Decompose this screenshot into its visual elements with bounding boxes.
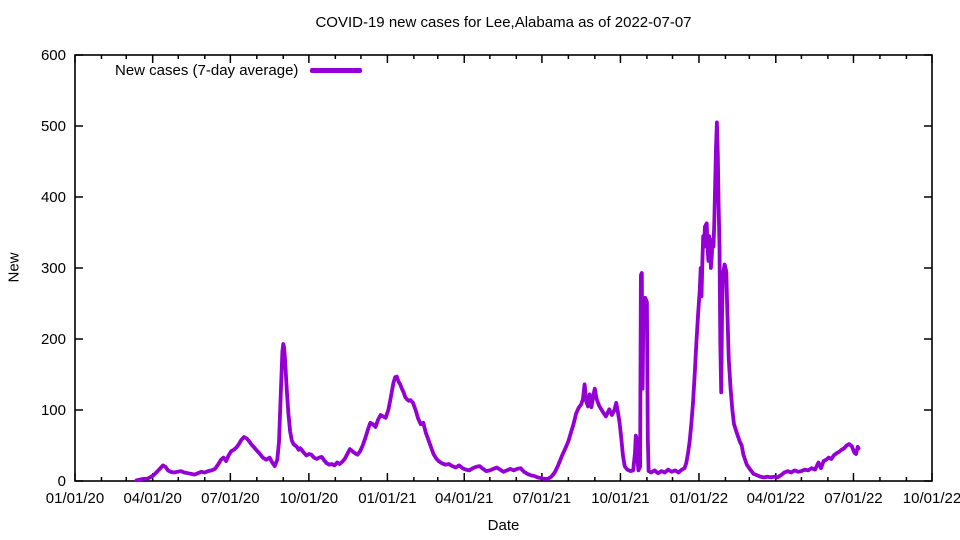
x-tick-label: 01/01/22 (670, 490, 728, 507)
x-tick-label: 10/01/22 (903, 490, 960, 507)
x-tick-label: 04/01/22 (747, 490, 805, 507)
x-tick-label: 07/01/21 (513, 490, 571, 507)
x-tick-label: 04/01/20 (123, 490, 181, 507)
x-tick-label: 07/01/20 (201, 490, 259, 507)
legend-label: New cases (7-day average) (115, 62, 299, 79)
x-tick-label: 10/01/20 (280, 490, 338, 507)
chart-title: COVID-19 new cases for Lee,Alabama as of… (315, 14, 692, 31)
x-tick-label: 07/01/22 (824, 490, 882, 507)
y-tick-label: 100 (41, 402, 66, 419)
y-tick-label: 600 (41, 47, 66, 64)
y-tick-label: 0 (58, 473, 66, 490)
x-tick-label: 04/01/21 (435, 490, 493, 507)
series-line (134, 120, 861, 483)
plot-border (74, 54, 933, 482)
y-tick-label: 300 (41, 260, 66, 277)
y-tick-label: 200 (41, 331, 66, 348)
x-tick-label: 10/01/21 (591, 490, 649, 507)
x-tick-label: 01/01/20 (46, 490, 104, 507)
y-tick-label: 400 (41, 189, 66, 206)
y-tick-label: 500 (41, 118, 66, 135)
x-tick-label: 01/01/21 (358, 490, 416, 507)
x-axis-title: Date (487, 517, 520, 534)
legend: New cases (7-day average) (115, 62, 363, 79)
legend-line-sample (310, 68, 363, 73)
